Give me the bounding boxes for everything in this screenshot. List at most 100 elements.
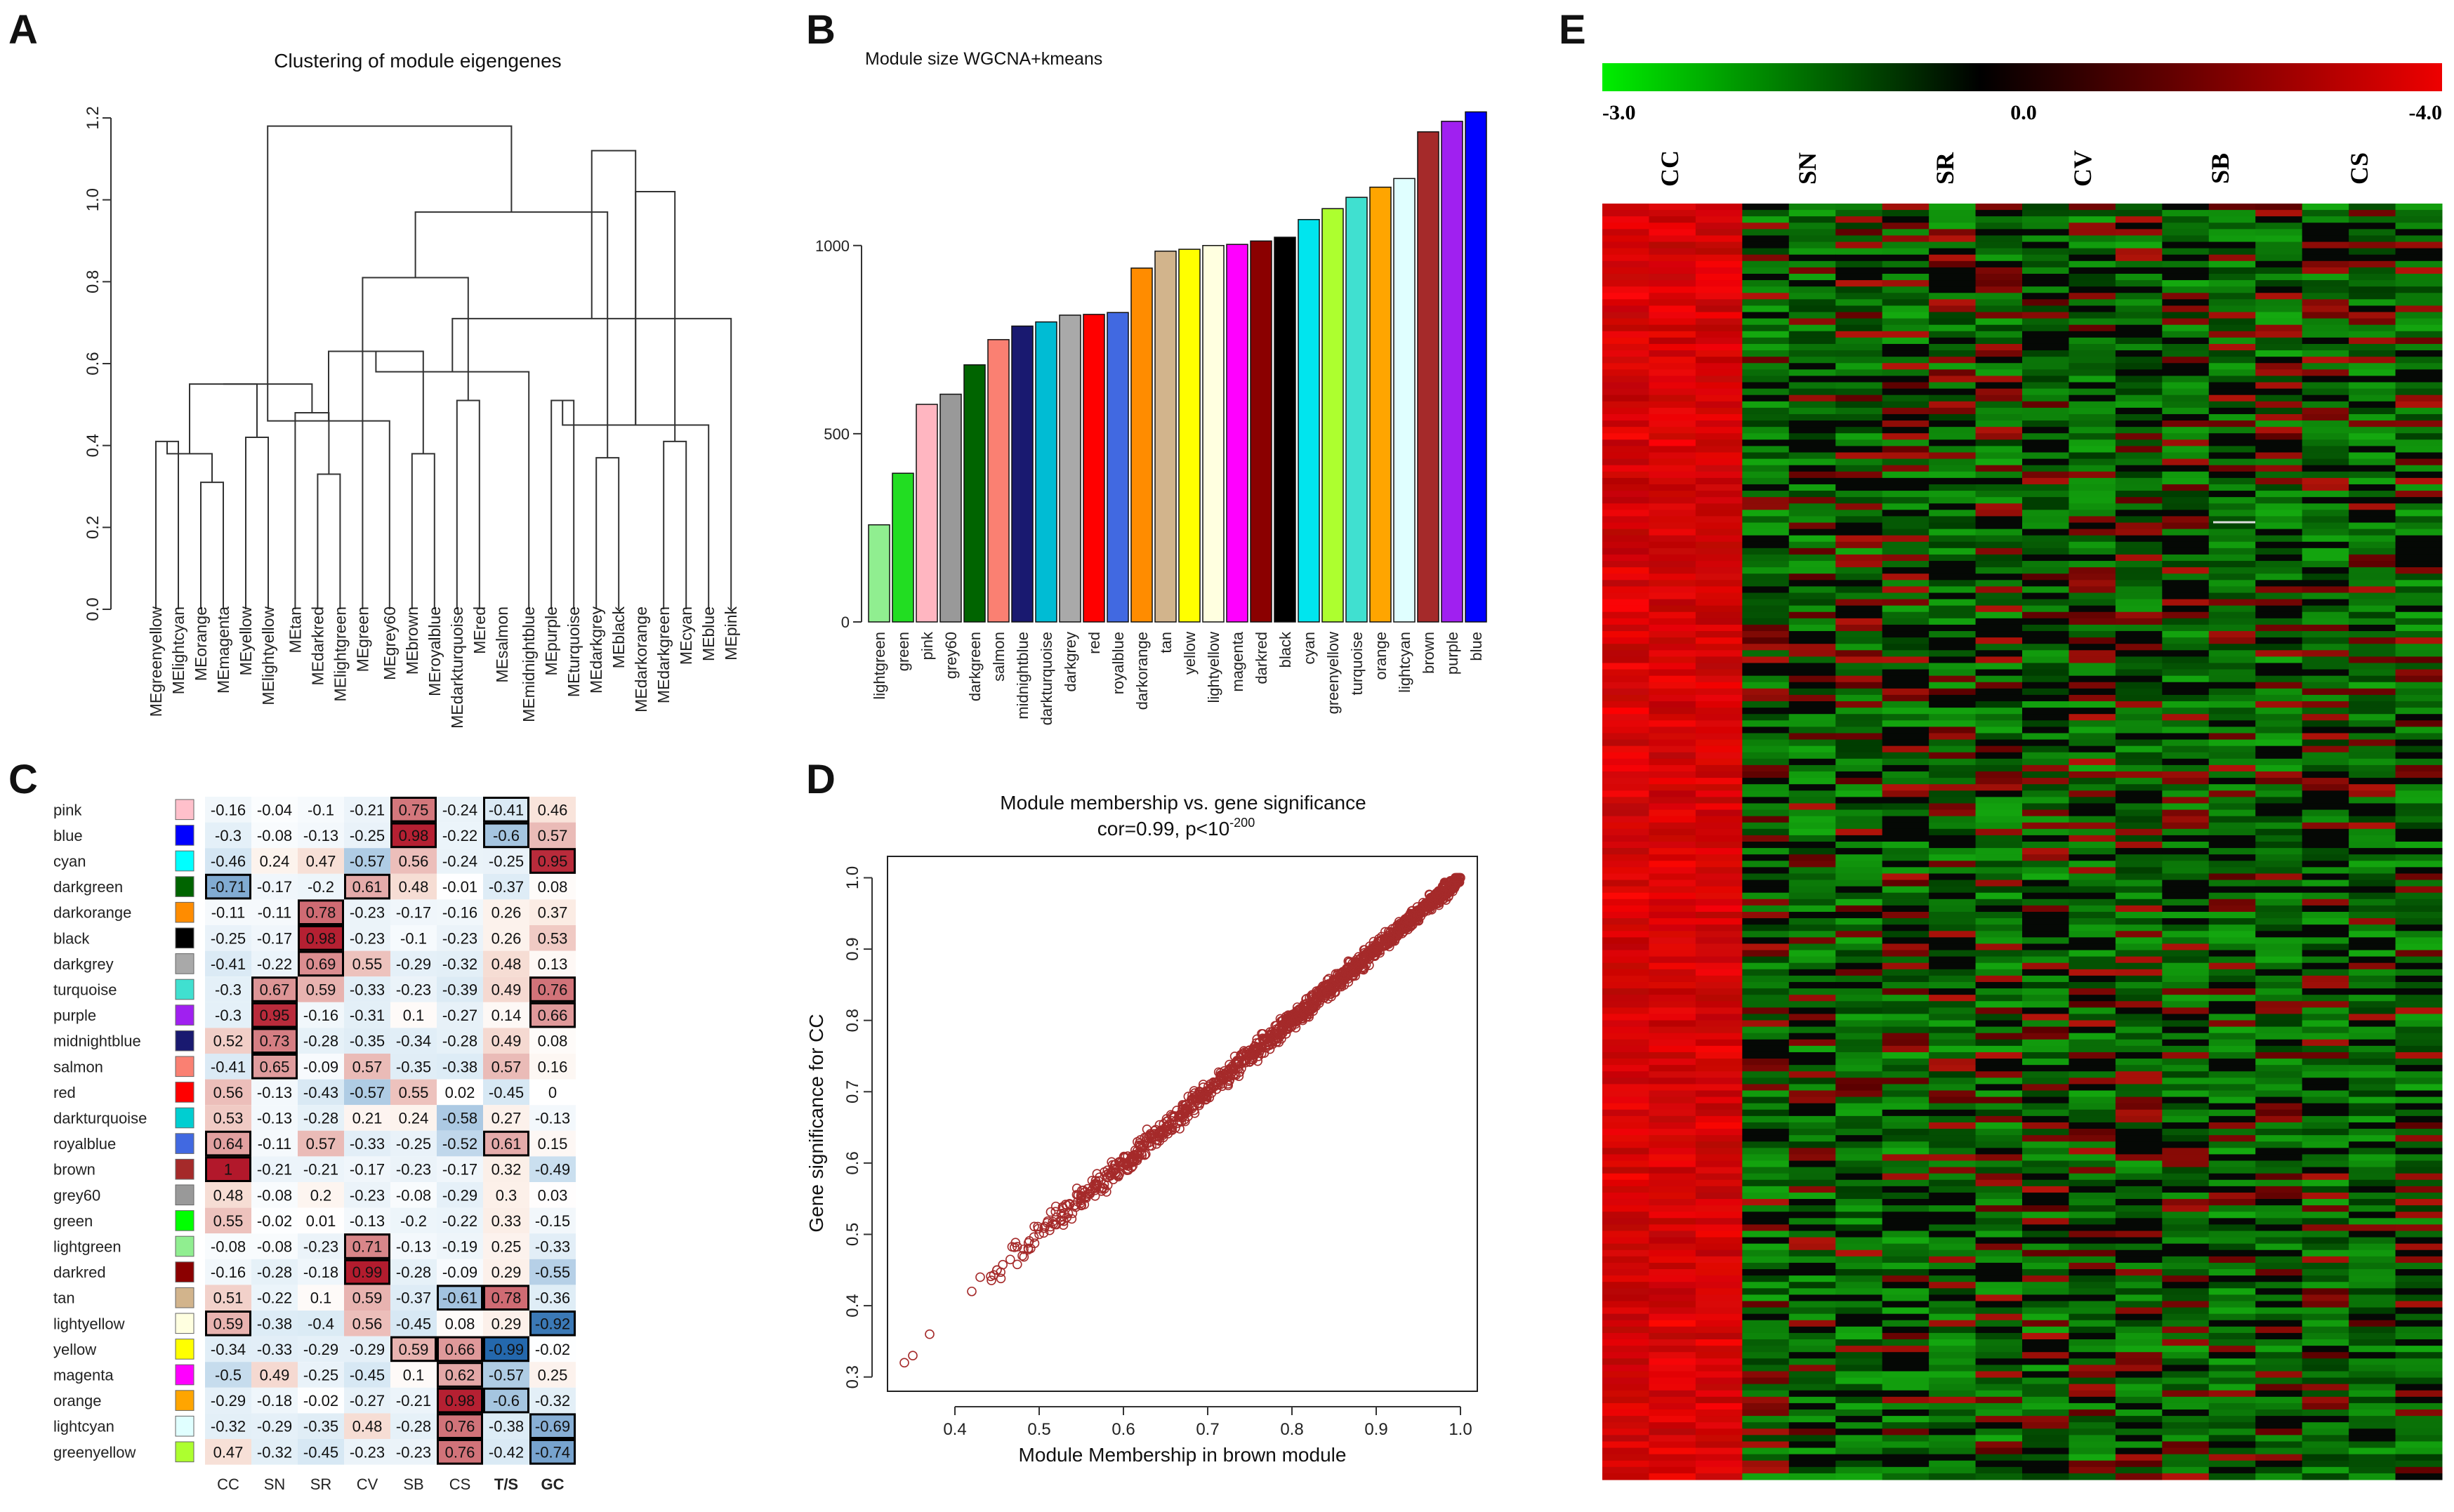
expression-heatmap-cell xyxy=(1742,331,1790,338)
dendrogram-branch xyxy=(595,457,620,609)
expression-heatmap-cell xyxy=(2255,1001,2303,1008)
expression-heatmap-cell xyxy=(2395,822,2443,830)
expression-heatmap-body xyxy=(1602,204,2443,1480)
expression-heatmap-cell xyxy=(1602,510,1649,517)
expression-heatmap-cell xyxy=(1975,413,2023,421)
expression-heatmap-cell xyxy=(1835,382,1883,390)
expression-heatmap-cell xyxy=(1602,439,1649,446)
expression-heatmap-cell xyxy=(2208,312,2256,319)
expression-heatmap-cell xyxy=(2069,809,2116,817)
bar xyxy=(1298,219,1320,623)
expression-heatmap-cell xyxy=(1742,1014,1790,1021)
expression-heatmap-cell xyxy=(1742,911,1790,919)
expression-heatmap-cell xyxy=(2302,892,2349,900)
expression-heatmap-cell xyxy=(2349,586,2396,593)
heatmap-cell xyxy=(344,1207,390,1234)
expression-heatmap-cell xyxy=(1788,1033,1836,1040)
expression-heatmap-cell xyxy=(2115,477,2163,485)
expression-heatmap-cell xyxy=(2255,1065,2303,1072)
heatmap-cell xyxy=(251,848,298,874)
expression-heatmap-cell xyxy=(2349,541,2396,549)
expression-heatmap-cell xyxy=(1835,491,1883,498)
expression-heatmap-cell xyxy=(2208,1186,2256,1193)
expression-heatmap-cell xyxy=(2162,842,2210,849)
scatter-point xyxy=(975,1272,985,1282)
bar-category-label: greenyellow xyxy=(1324,632,1342,715)
expression-heatmap-cell xyxy=(2302,1199,2349,1206)
bar-category-label: salmon xyxy=(990,632,1008,682)
heatmap-cell xyxy=(298,1259,344,1285)
expression-heatmap-column-label: CC xyxy=(1656,150,1684,187)
heatmap-cell-value: 0.26 xyxy=(492,904,522,922)
expression-heatmap-cell xyxy=(1929,413,1977,421)
expression-heatmap-cell xyxy=(1835,605,1883,613)
dendrogram-branch xyxy=(200,482,224,609)
expression-heatmap-cell xyxy=(1602,267,1649,274)
expression-heatmap-cell xyxy=(1602,388,1649,396)
expression-heatmap-cell xyxy=(2162,937,2210,944)
dendrogram-leaf-label: MEmidnightblue xyxy=(520,606,538,722)
heatmap-cell-value: 0 xyxy=(548,1084,557,1101)
expression-heatmap-cell xyxy=(1602,675,1649,683)
expression-heatmap-cell xyxy=(1882,299,1929,306)
expression-heatmap-cell xyxy=(1788,1084,1836,1092)
expression-heatmap-cell xyxy=(2022,267,2069,274)
expression-heatmap-cell xyxy=(1835,1090,1883,1098)
expression-heatmap-cell xyxy=(1602,1186,1649,1193)
expression-heatmap-cell xyxy=(1975,1059,2023,1066)
expression-heatmap-cell xyxy=(1975,1243,2023,1251)
expression-heatmap-cell xyxy=(2349,816,2396,823)
expression-heatmap-cell xyxy=(1602,1237,1649,1245)
expression-heatmap-cell xyxy=(2115,357,2163,364)
expression-heatmap-cell xyxy=(1882,1212,1929,1219)
expression-heatmap-cell xyxy=(1649,497,1696,504)
expression-heatmap-cell xyxy=(2302,1026,2349,1034)
expression-heatmap-cell xyxy=(1602,376,1649,383)
expression-heatmap-cell xyxy=(2208,739,2256,747)
expression-heatmap-cell xyxy=(2162,1020,2210,1028)
expression-heatmap-cell xyxy=(1788,1224,1836,1231)
expression-heatmap-cell xyxy=(1929,1129,1977,1136)
expression-heatmap-cell xyxy=(1975,962,2023,970)
heatmap-cell xyxy=(344,1387,390,1414)
expression-heatmap-cell xyxy=(2208,1096,2256,1104)
heatmap-cell xyxy=(529,1079,576,1106)
expression-heatmap-cell xyxy=(2162,407,2210,415)
expression-heatmap-cell xyxy=(2302,1224,2349,1231)
expression-heatmap-cell xyxy=(2255,1103,2303,1110)
expression-heatmap-cell xyxy=(2255,1212,2303,1219)
expression-heatmap-cell xyxy=(1602,848,1649,855)
expression-heatmap-cell xyxy=(2208,241,2256,249)
expression-heatmap-cell xyxy=(2115,1033,2163,1040)
expression-heatmap-cell xyxy=(2302,752,2349,760)
expression-heatmap-cell xyxy=(1695,554,1743,562)
expression-heatmap-cell xyxy=(1649,522,1696,530)
expression-heatmap-cell xyxy=(1835,727,1883,734)
scatter-point xyxy=(1067,1208,1078,1219)
heatmap-cell-value: -0.6 xyxy=(493,827,520,844)
expression-heatmap-cell xyxy=(2302,561,2349,568)
expression-heatmap-cell xyxy=(2115,1160,2163,1168)
expression-heatmap-cell xyxy=(1649,1077,1696,1085)
heatmap-cell xyxy=(344,1002,390,1028)
expression-heatmap-cell xyxy=(1882,465,1929,472)
heatmap-significance-box xyxy=(437,1413,483,1440)
expression-heatmap-cell xyxy=(2255,439,2303,446)
bar xyxy=(1417,131,1439,623)
expression-heatmap-cell xyxy=(2069,1231,2116,1238)
expression-heatmap-cell xyxy=(2255,931,2303,938)
dendrogram-leaf-labels: MEgreenyellow MElightcyan MEorange MEmagent… xyxy=(147,606,740,729)
expression-heatmap-cell xyxy=(1649,771,1696,778)
expression-heatmap-cell xyxy=(2162,745,2210,753)
heatmap-row-color-swatch xyxy=(175,1339,194,1360)
expression-heatmap-cell xyxy=(1835,260,1883,268)
expression-heatmap-cell xyxy=(1695,248,1743,256)
expression-heatmap-cell xyxy=(1835,1115,1883,1123)
expression-heatmap-cell xyxy=(1695,299,1743,306)
bar-chart-y-tick-label: 500 xyxy=(824,425,850,443)
heatmap-cell-value: -0.09 xyxy=(442,1264,477,1281)
expression-heatmap-cell xyxy=(2208,229,2256,236)
expression-heatmap-cell xyxy=(2115,235,2163,243)
expression-heatmap-cell xyxy=(1649,369,1696,376)
scatter-point xyxy=(1281,1013,1292,1023)
